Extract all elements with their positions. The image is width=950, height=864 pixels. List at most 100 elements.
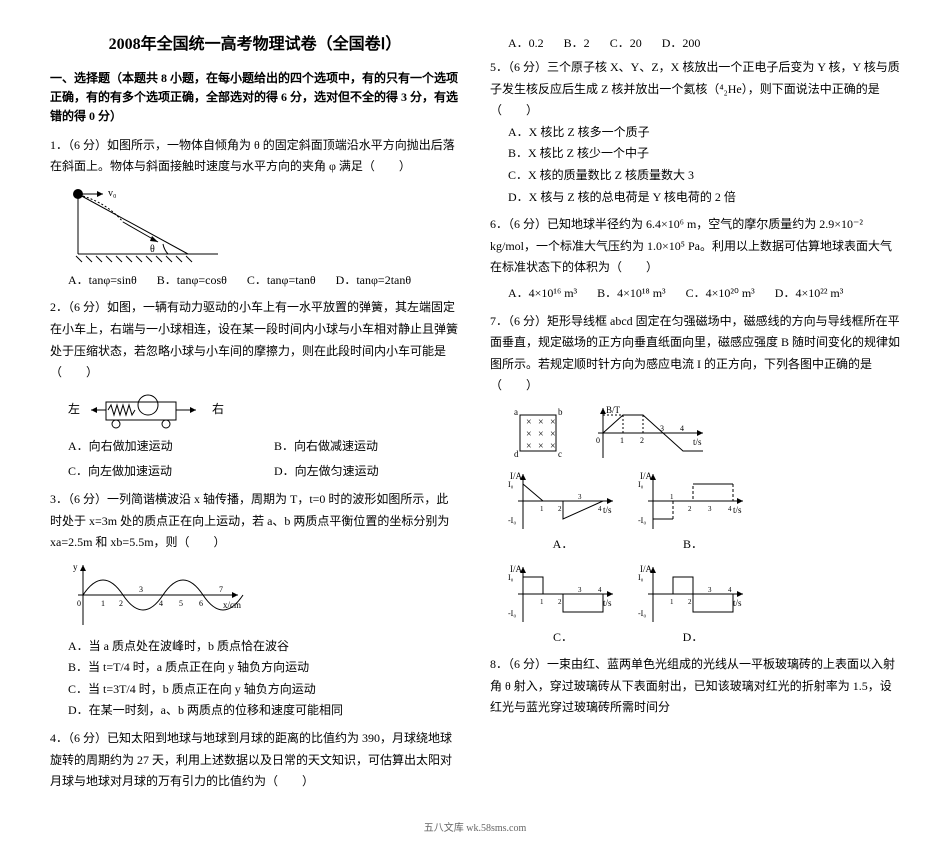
- svg-text:1: 1: [101, 599, 105, 608]
- svg-text:2: 2: [558, 598, 562, 606]
- svg-text:4: 4: [680, 424, 684, 433]
- svg-text:5: 5: [179, 599, 183, 608]
- svg-text:I₀: I₀: [638, 480, 644, 489]
- svg-text:×: ×: [538, 417, 544, 428]
- q8-stem: 8．（6 分）一束由红、蓝两单色光组成的光线从一平板玻璃砖的上表面以入射角 θ …: [490, 654, 900, 719]
- q7-choice-c-fig: I/At/s I₀-I₀ 1234 C．: [508, 562, 618, 649]
- q7-choice-c: C．: [508, 627, 618, 649]
- q4-stem-a: 4．（6 分）已知太阳到地球与地球到月球的距离的比值约为 390，月球绕地球旋转…: [50, 728, 460, 793]
- q3-choice-c: C．当 t=3T/4 时，b 质点正在向 y 轴负方向运动: [50, 679, 460, 701]
- q3-choice-b: B．当 t=T/4 时，a 质点正在向 y 轴负方向运动: [50, 657, 460, 679]
- svg-text:-I₀: -I₀: [508, 609, 516, 618]
- q2-figure: 左 右: [50, 390, 460, 430]
- svg-text:v₀: v₀: [108, 188, 117, 199]
- svg-text:3: 3: [660, 424, 664, 433]
- q5-stem: 5．（6 分）三个原子核 X、Y、Z，X 核放出一个正电子后变为 Y 核，Y 核…: [490, 57, 900, 122]
- svg-text:×: ×: [526, 441, 532, 452]
- svg-text:×: ×: [538, 441, 544, 452]
- q1-choice-c: C．tanφ=tanθ: [247, 270, 316, 292]
- svg-text:2: 2: [558, 505, 562, 513]
- svg-text:t/s: t/s: [733, 598, 742, 608]
- q7-choice-b-fig: I/At/s I₀-I₀ 1234 B．: [638, 469, 748, 556]
- svg-text:t/s: t/s: [603, 505, 612, 515]
- q2-choice-d: D．向左做匀速运动: [274, 461, 460, 483]
- svg-text:0: 0: [596, 436, 600, 445]
- question-1: 1．（6 分）如图所示，一物体自倾角为 θ 的固定斜面顶端沿水平方向抛出后落在斜…: [50, 135, 460, 292]
- svg-text:-I₀: -I₀: [508, 516, 516, 525]
- q6-stem: 6．（6 分）已知地球半径约为 6.4×10⁶ m，空气的摩尔质量约为 2.9×…: [490, 214, 900, 279]
- q4-choice-b: B．2: [564, 34, 590, 51]
- q1-stem: 1．（6 分）如图所示，一物体自倾角为 θ 的固定斜面顶端沿水平方向抛出后落在斜…: [50, 135, 460, 178]
- q5-choice-d: D．X 核与 Z 核的总电荷是 Y 核电荷的 2 倍: [490, 187, 900, 209]
- q6-choice-a: A．4×10¹⁶ m³: [508, 283, 577, 305]
- q1-choice-a: A．tanφ=sinθ: [68, 270, 137, 292]
- svg-text:1: 1: [670, 598, 674, 606]
- svg-text:×: ×: [526, 429, 532, 440]
- svg-text:a: a: [514, 407, 518, 417]
- svg-text:3: 3: [708, 586, 712, 594]
- q2-choice-b: B．向右做减速运动: [274, 436, 460, 458]
- svg-text:t/s: t/s: [603, 598, 612, 608]
- svg-text:y: y: [73, 562, 78, 572]
- svg-text:4: 4: [728, 505, 732, 513]
- question-5: 5．（6 分）三个原子核 X、Y、Z，X 核放出一个正电子后变为 Y 核，Y 核…: [490, 57, 900, 208]
- q1-figure: θ v₀: [50, 184, 460, 264]
- question-6: 6．（6 分）已知地球半径约为 6.4×10⁶ m，空气的摩尔质量约为 2.9×…: [490, 214, 900, 304]
- svg-text:-I₀: -I₀: [638, 609, 646, 618]
- svg-text:3: 3: [578, 586, 582, 594]
- question-4: 4．（6 分）已知太阳到地球与地球到月球的距离的比值约为 390，月球绕地球旋转…: [50, 728, 460, 793]
- question-2: 2．（6 分）如图，一辆有动力驱动的小车上有一水平放置的弹簧，其左端固定在小车上…: [50, 297, 460, 483]
- svg-text:1: 1: [540, 505, 544, 513]
- q3-choice-a: A．当 a 质点处在波峰时，b 质点恰在波谷: [50, 636, 460, 658]
- q7-stem: 7．（6 分）矩形导线框 abcd 固定在匀强磁场中，磁感线的方向与导线框所在平…: [490, 311, 900, 397]
- q3-figure: y x/cm 12 34 56 7 0: [50, 560, 460, 630]
- svg-text:2: 2: [688, 598, 692, 606]
- svg-text:×: ×: [526, 417, 532, 428]
- svg-text:c: c: [558, 449, 562, 459]
- svg-text:-I₀: -I₀: [638, 516, 646, 525]
- q6-choice-b: B．4×10¹⁸ m³: [597, 283, 666, 305]
- q2-left-label: 左: [68, 399, 80, 421]
- svg-text:×: ×: [550, 429, 556, 440]
- svg-text:4: 4: [598, 505, 602, 513]
- q5-choice-c: C．X 核的质量数比 Z 核质量数大 3: [490, 165, 900, 187]
- q2-choice-a: A．向右做加速运动: [68, 436, 254, 458]
- svg-text:3: 3: [139, 585, 143, 594]
- svg-text:0: 0: [77, 599, 81, 608]
- q7-choice-a: A．: [508, 534, 618, 556]
- page-title: 2008年全国统一高考物理试卷（全国卷Ⅰ）: [50, 30, 460, 54]
- q3-choice-d: D．在某一时刻，a、b 两质点的位移和速度可能相同: [50, 700, 460, 722]
- svg-text:t/s: t/s: [733, 505, 742, 515]
- svg-text:B/T: B/T: [606, 405, 621, 415]
- q5-choice-b: B．X 核比 Z 核少一个中子: [490, 143, 900, 165]
- svg-text:3: 3: [708, 505, 712, 513]
- svg-text:1: 1: [540, 598, 544, 606]
- q7-choice-d-fig: I/At/s I₀-I₀ 1234 D．: [638, 562, 748, 649]
- q3-stem: 3．（6 分）一列简谐横波沿 x 轴传播，周期为 T，t=0 时的波形如图所示，…: [50, 489, 460, 554]
- svg-text:2: 2: [640, 436, 644, 445]
- q7-choice-b: B．: [638, 534, 748, 556]
- svg-text:I₀: I₀: [508, 573, 514, 582]
- svg-text:6: 6: [199, 599, 203, 608]
- svg-text:1: 1: [620, 436, 624, 445]
- q2-right-label: 右: [212, 399, 224, 421]
- q7-choice-a-fig: I/At/s I₀-I₀ 1234 A．: [508, 469, 618, 556]
- q1-choice-d: D．tanφ=2tanθ: [336, 270, 411, 292]
- svg-text:2: 2: [119, 599, 123, 608]
- q5-choice-a: A．X 核比 Z 核多一个质子: [490, 122, 900, 144]
- q6-choice-c: C．4×10²⁰ m³: [686, 283, 755, 305]
- svg-text:3: 3: [578, 493, 582, 501]
- q4-choice-d: D．200: [662, 34, 701, 51]
- svg-text:×: ×: [538, 429, 544, 440]
- svg-text:b: b: [558, 407, 563, 417]
- svg-text:4: 4: [159, 599, 163, 608]
- q7-b-graph: B/Tt/s 12 34 0: [588, 403, 708, 463]
- svg-text:×: ×: [550, 417, 556, 428]
- svg-text:4: 4: [598, 586, 602, 594]
- svg-text:θ: θ: [150, 244, 155, 255]
- q2-stem: 2．（6 分）如图，一辆有动力驱动的小车上有一水平放置的弹簧，其左端固定在小车上…: [50, 297, 460, 383]
- q4-choice-a: A．0.2: [508, 34, 544, 51]
- svg-text:×: ×: [550, 441, 556, 452]
- svg-text:7: 7: [219, 585, 223, 594]
- question-3: 3．（6 分）一列简谐横波沿 x 轴传播，周期为 T，t=0 时的波形如图所示，…: [50, 489, 460, 722]
